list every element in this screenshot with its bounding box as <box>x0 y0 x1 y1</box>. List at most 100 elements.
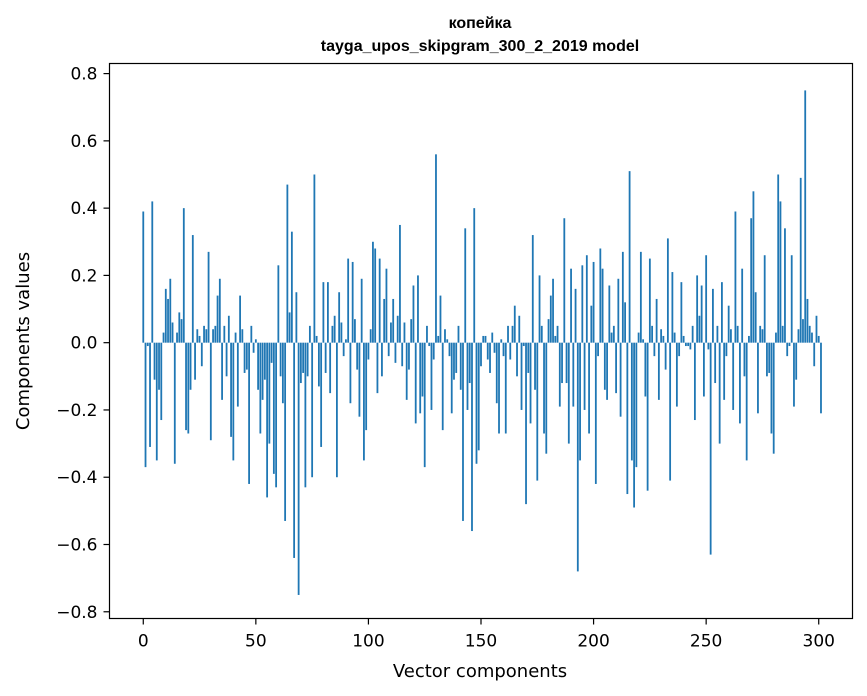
bar-14 <box>173 342 176 464</box>
bar-298 <box>813 342 816 367</box>
bar-127 <box>428 342 431 347</box>
bar-227 <box>653 342 656 357</box>
bar-218 <box>633 342 635 508</box>
bar-153 <box>486 342 489 360</box>
bar-34 <box>218 278 221 343</box>
bar-260 <box>727 305 730 343</box>
bar-179 <box>545 342 548 454</box>
bar-225 <box>648 258 651 343</box>
x-axis-label: Vector components <box>393 661 567 682</box>
bar-259 <box>725 342 728 357</box>
bar-45 <box>243 342 246 373</box>
bar-158 <box>498 342 500 434</box>
bar-191 <box>572 342 575 407</box>
bar-71 <box>302 342 305 373</box>
bar-209 <box>612 325 615 343</box>
bar-102 <box>372 241 374 343</box>
bar-80 <box>322 282 325 343</box>
bar-214 <box>624 302 626 343</box>
bar-258 <box>723 342 726 400</box>
bar-83 <box>329 342 332 394</box>
y-tick-label: −0.8 <box>56 603 97 623</box>
bar-89 <box>342 342 345 357</box>
y-tick-label: 0.4 <box>70 199 97 219</box>
bar-74 <box>308 325 311 343</box>
y-tick-label: 0.2 <box>70 266 97 286</box>
bar-268 <box>745 342 748 461</box>
bar-203 <box>599 248 602 343</box>
bar-164 <box>511 325 514 343</box>
bar-236 <box>673 332 676 343</box>
bar-1 <box>144 342 147 468</box>
bar-287 <box>788 342 791 347</box>
bar-296 <box>808 325 811 343</box>
bar-43 <box>239 295 241 343</box>
bar-77 <box>315 335 318 343</box>
x-axis-ticks: 0 50 100 150 200 250 300 <box>138 618 835 652</box>
bar-246 <box>696 275 699 343</box>
bar-183 <box>554 335 557 343</box>
bar-201 <box>594 342 597 484</box>
bar-199 <box>590 305 593 343</box>
bar-86 <box>336 342 338 478</box>
bar-16 <box>178 312 181 343</box>
bar-91 <box>347 258 350 343</box>
bar-108 <box>385 268 388 343</box>
bar-37 <box>225 342 228 377</box>
bar-132 <box>439 295 442 343</box>
bar-274 <box>759 325 762 343</box>
plot-frame <box>108 62 854 620</box>
bar-120 <box>412 285 415 343</box>
bar-248 <box>700 285 703 343</box>
bar-15 <box>176 332 178 343</box>
bar-239 <box>680 282 683 343</box>
bars-group <box>142 90 822 595</box>
bar-129 <box>432 342 435 360</box>
bar-265 <box>739 342 741 424</box>
bar-22 <box>191 235 194 343</box>
bar-198 <box>588 342 590 434</box>
bar-12 <box>169 278 172 343</box>
bar-143 <box>464 228 467 343</box>
bar-232 <box>664 342 667 370</box>
bar-195 <box>581 265 584 343</box>
bar-282 <box>777 174 780 343</box>
bar-152 <box>484 335 487 343</box>
bar-177 <box>540 325 543 343</box>
bar-300 <box>817 335 820 343</box>
bar-134 <box>444 329 446 343</box>
bar-196 <box>583 342 586 410</box>
bar-85 <box>333 315 336 343</box>
bar-257 <box>721 282 723 343</box>
bar-10 <box>164 288 167 343</box>
bar-222 <box>642 339 645 343</box>
bar-154 <box>489 342 491 373</box>
bar-215 <box>626 342 629 495</box>
bar-112 <box>394 342 397 363</box>
x-tick-label: 150 <box>465 632 497 652</box>
bar-82 <box>327 282 329 343</box>
bar-221 <box>639 251 642 343</box>
bar-139 <box>455 342 458 373</box>
bar-233 <box>666 238 669 343</box>
bar-42 <box>236 342 239 407</box>
bar-193 <box>576 342 579 572</box>
bar-160 <box>502 342 505 357</box>
bar-223 <box>644 342 647 397</box>
bar-30 <box>209 342 212 441</box>
bar-213 <box>621 251 624 343</box>
chart-title-line-2: tayga_upos_skipgram_300_2_2019 model <box>321 38 639 55</box>
bar-155 <box>491 332 494 343</box>
bar-69 <box>297 342 300 595</box>
bar-170 <box>525 342 527 505</box>
bar-243 <box>689 342 692 350</box>
bar-6 <box>155 342 158 461</box>
bar-3 <box>149 342 151 447</box>
bar-176 <box>538 275 541 343</box>
bar-8 <box>160 342 163 421</box>
bar-9 <box>162 332 165 343</box>
bar-289 <box>793 342 795 407</box>
bar-84 <box>331 325 334 343</box>
bar-113 <box>396 315 399 343</box>
